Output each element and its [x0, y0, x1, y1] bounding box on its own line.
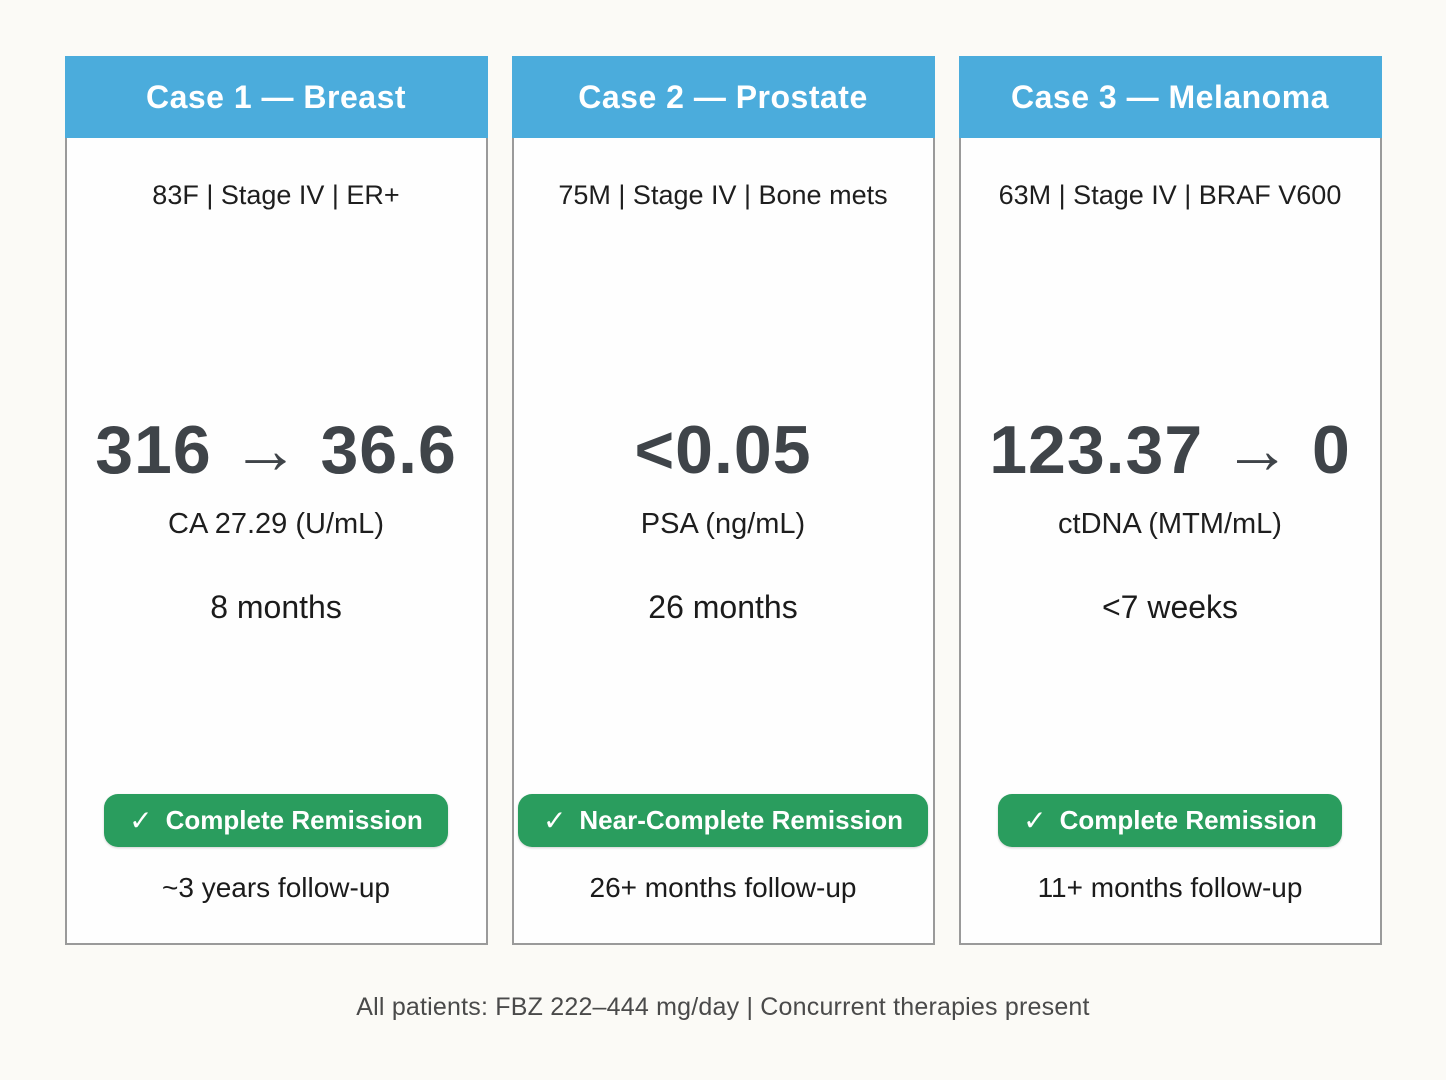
patient-summary: 83F | Stage IV | ER+	[152, 180, 400, 210]
biomarker-label: ctDNA (MTM/mL)	[1058, 508, 1282, 541]
followup-label: ~3 years follow-up	[161, 872, 390, 904]
duration-label: 8 months	[210, 589, 342, 626]
remission-badge-label: Complete Remission	[1059, 805, 1317, 836]
duration-label: <7 weeks	[1101, 589, 1239, 626]
remission-badge: ✓ Near-Complete Remission	[517, 794, 929, 848]
check-icon: ✓	[542, 804, 567, 836]
remission-badge-label: Complete Remission	[165, 805, 423, 836]
biomarker-value: 123.37 → 0	[989, 412, 1351, 488]
case-summary-board: Case 1 — Breast 83F | Stage IV | ER+ 316…	[64, 56, 1382, 945]
case-card-header: Case 3 — Melanoma	[958, 56, 1382, 138]
case-title: Case 1 — Breast	[145, 78, 407, 115]
check-icon: ✓	[1023, 804, 1047, 836]
case-card-melanoma: Case 3 — Melanoma 63M | Stage IV | BRAF …	[958, 56, 1382, 945]
patient-summary: 63M | Stage IV | BRAF V600	[998, 180, 1342, 210]
case-card-header: Case 1 — Breast	[64, 56, 488, 138]
case-card-breast: Case 1 — Breast 83F | Stage IV | ER+ 316…	[64, 56, 488, 945]
biomarker-label: CA 27.29 (U/mL)	[168, 508, 384, 541]
check-icon: ✓	[129, 804, 153, 836]
patient-summary: 75M | Stage IV | Bone mets	[558, 180, 888, 210]
biomarker-label: PSA (ng/mL)	[640, 508, 806, 541]
biomarker-value: 316 → 36.6	[95, 412, 457, 488]
footer-note: All patients: FBZ 222–444 mg/day | Concu…	[356, 993, 1090, 1021]
case-card-prostate: Case 2 — Prostate 75M | Stage IV | Bone …	[511, 56, 935, 945]
duration-label: 26 months	[648, 589, 798, 626]
biomarker-value: <0.05	[634, 412, 812, 488]
case-card-header: Case 2 — Prostate	[511, 56, 935, 138]
remission-badge: ✓ Complete Remission	[998, 794, 1342, 848]
case-card-body: 83F | Stage IV | ER+ 316 → 36.6 CA 27.29…	[64, 138, 488, 945]
remission-badge: ✓ Complete Remission	[104, 794, 448, 848]
followup-label: 11+ months follow-up	[1037, 872, 1303, 904]
case-title: Case 2 — Prostate	[578, 78, 868, 115]
case-card-body: 75M | Stage IV | Bone mets <0.05 PSA (ng…	[511, 138, 935, 945]
case-card-body: 63M | Stage IV | BRAF V600 123.37 → 0 ct…	[958, 138, 1382, 945]
case-title: Case 3 — Melanoma	[1011, 78, 1329, 115]
followup-label: 26+ months follow-up	[589, 872, 857, 904]
remission-badge-label: Near-Complete Remission	[579, 805, 904, 836]
